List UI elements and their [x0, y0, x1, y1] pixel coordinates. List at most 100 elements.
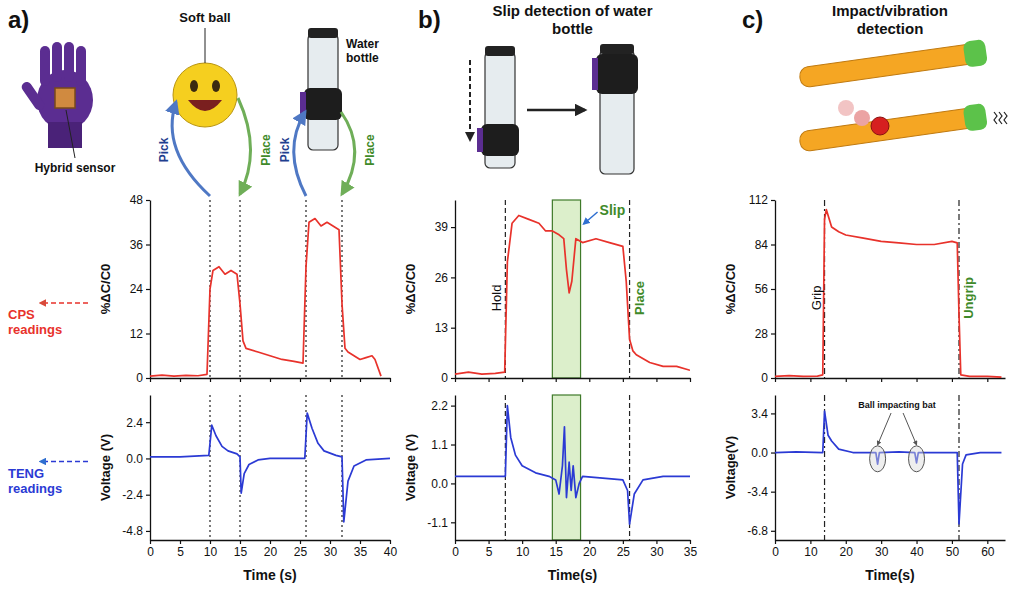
- text-line: bottle: [346, 51, 379, 65]
- readings-label: TENGreadings: [8, 466, 62, 496]
- bottle-cap: [485, 46, 515, 56]
- x-tick: [390, 378, 391, 382]
- x-tick: [180, 378, 181, 382]
- x-tick-label: 5: [177, 545, 184, 559]
- x-tick-label: 0: [147, 545, 154, 559]
- x-tick: 15: [234, 540, 248, 559]
- y-axis-line: [455, 201, 456, 379]
- x-tick-mark: [690, 540, 691, 544]
- x-tick-label: 50: [946, 545, 960, 559]
- x-tick-mark: [589, 378, 590, 382]
- chart: 012243648%ΔC/C0CPSreadings: [8, 193, 391, 385]
- x-tick-label: 35: [684, 545, 698, 559]
- y-tick: 0.0: [751, 446, 775, 460]
- glove-finger: [76, 46, 86, 86]
- y-tick: 84: [755, 238, 775, 252]
- y-axis-line: [775, 396, 776, 541]
- x-tick-mark: [556, 540, 557, 544]
- x-tick-mark: [360, 378, 361, 382]
- y-tick-mark: [146, 422, 150, 423]
- y-tick: 36: [130, 238, 150, 252]
- signal-line: [775, 411, 1001, 524]
- x-tick-label: 15: [234, 545, 248, 559]
- y-tick-mark: [771, 200, 775, 201]
- x-tick-mark: [150, 540, 151, 544]
- hand-grip: [481, 124, 519, 156]
- x-tick: [656, 378, 657, 382]
- x-tick-label: 30: [875, 545, 889, 559]
- x-tick: [952, 378, 953, 382]
- x-tick-mark: [881, 378, 882, 382]
- text-line: readings: [8, 481, 62, 496]
- x-tick-mark: [952, 540, 953, 544]
- plot-area: [455, 215, 690, 374]
- text-line: CPS: [8, 307, 35, 322]
- x-tick-mark: [775, 540, 776, 544]
- x-tick-mark: [488, 540, 489, 544]
- x-tick: 10: [204, 540, 218, 559]
- x-tick-label: 20: [583, 545, 597, 559]
- callout-ellipse: [870, 446, 886, 472]
- x-tick: 20: [840, 540, 854, 559]
- y-tick-label: 0: [761, 371, 768, 385]
- glove-finger: [40, 46, 50, 86]
- water-bottle-icon: [477, 46, 519, 168]
- y-tick-label: 39: [435, 220, 449, 234]
- x-tick-mark: [360, 540, 361, 544]
- text-line: bottle: [552, 20, 593, 37]
- curved-arrow: [172, 102, 210, 196]
- panel-letter: b): [418, 6, 441, 33]
- x-tick-mark: [656, 540, 657, 544]
- y-tick-mark: [146, 531, 150, 532]
- text-line: Slip detection of water: [492, 2, 652, 19]
- event-line: [209, 395, 210, 540]
- y-tick-label: -1.1: [427, 516, 448, 530]
- y-axis-title: %ΔC/C0: [403, 264, 418, 315]
- y-tick-label: 0.0: [751, 446, 768, 460]
- y-tick: 13: [435, 321, 455, 335]
- x-tick: 30: [875, 540, 889, 559]
- x-tick: [270, 378, 271, 382]
- x-tick-label: 60: [981, 545, 995, 559]
- x-tick-mark: [987, 378, 988, 382]
- y-axis-line: [150, 201, 151, 379]
- x-tick-label: 10: [516, 545, 530, 559]
- x-tick-mark: [330, 540, 331, 544]
- x-tick: 30: [324, 540, 338, 559]
- x-tick: [455, 378, 456, 382]
- bottle-cap: [600, 44, 634, 54]
- x-tick: 40: [384, 540, 398, 559]
- glove-icon: [20, 42, 93, 148]
- x-tick-label: 30: [650, 545, 664, 559]
- y-tick: -6.8: [747, 524, 775, 538]
- x-tick-mark: [952, 378, 953, 382]
- soft-ball-icon: [173, 63, 237, 127]
- y-axis: -6.8-3.40.03.4: [747, 396, 775, 541]
- callout-ellipse: [909, 446, 925, 472]
- y-tick: -1.1: [427, 516, 455, 530]
- y-tick-label: -4.8: [122, 524, 143, 538]
- bat-body: [799, 107, 980, 152]
- y-tick-mark: [771, 289, 775, 290]
- x-axis-title: Time(s): [548, 567, 598, 583]
- curved-arrow: [341, 112, 355, 194]
- x-tick-label: 10: [204, 545, 218, 559]
- x-axis-title: Time(s): [865, 567, 915, 583]
- y-axis-line: [150, 396, 151, 541]
- text-line: TENG: [8, 466, 44, 481]
- x-tick-mark: [390, 540, 391, 544]
- x-tick-label: 35: [354, 545, 368, 559]
- y-tick-label: -3.4: [747, 485, 768, 499]
- highlight-label: Slip: [600, 202, 626, 218]
- x-axis: [456, 378, 691, 382]
- curved-arrow: [238, 98, 251, 194]
- x-tick: 25: [294, 540, 308, 559]
- y-tick-mark: [146, 495, 150, 496]
- y-tick-label: -2.4: [122, 488, 143, 502]
- y-tick-mark: [451, 444, 455, 445]
- plot-area: [150, 413, 390, 522]
- glove-finger: [52, 42, 62, 82]
- glove-cuff: [592, 58, 598, 90]
- x-tick: [690, 378, 691, 382]
- y-tick: 26: [435, 271, 455, 285]
